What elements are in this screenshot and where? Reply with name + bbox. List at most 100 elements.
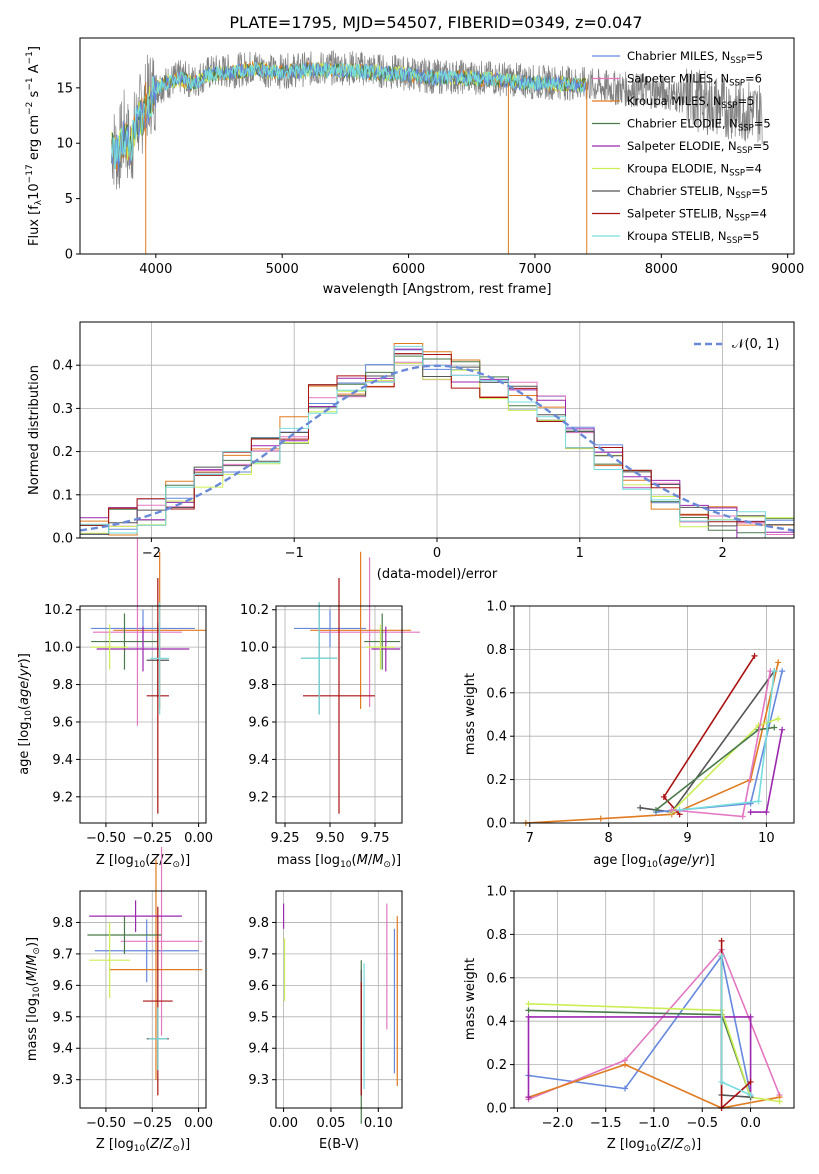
massweight-marker xyxy=(718,937,725,944)
x-tick-label: −0.50 xyxy=(86,831,126,846)
massweight-marker xyxy=(775,715,782,722)
y-tick-label: 9.6 xyxy=(248,715,269,730)
massweight-line xyxy=(528,1009,752,1098)
age-vs-Z-frame xyxy=(79,605,207,824)
x-tick-label: −0.25 xyxy=(132,831,172,846)
massweight-marker xyxy=(676,806,683,813)
x-tick-label: 2 xyxy=(718,546,726,561)
massweight-marker xyxy=(779,726,786,733)
mass-vs-Z-xlabel: Z [log10(Z/Z⊙)] xyxy=(96,1137,190,1154)
x-tick-label: 1 xyxy=(576,546,584,561)
y-tick-label: 0.6 xyxy=(486,971,507,986)
y-tick-label: 9.5 xyxy=(248,1010,269,1025)
massweight-marker xyxy=(718,1078,725,1085)
mass-vs-Z-frame xyxy=(79,890,207,1109)
spectrum-legend: Chabrier MILES, NSSP=5 Salpeter MILES, NS… xyxy=(592,49,771,246)
spectrum-series-group xyxy=(111,50,763,254)
age-vs-Z-xlabel: Z [log10(Z/Z⊙)] xyxy=(96,853,190,870)
y-tick-label: 0.8 xyxy=(486,643,507,658)
x-tick-label: −2 xyxy=(142,546,161,561)
massweight-marker xyxy=(775,659,782,666)
y-tick-label: 5 xyxy=(65,192,73,207)
x-tick-label: 8 xyxy=(605,831,613,846)
massweight-marker xyxy=(525,1094,532,1101)
y-tick-label: 0.4 xyxy=(486,1015,507,1030)
x-tick-label: 4000 xyxy=(139,262,172,277)
legend-label: Kroupa ELODIE, NSSP=4 xyxy=(627,162,762,179)
spectrum-model-line xyxy=(111,61,586,170)
y-tick-label: 9.2 xyxy=(52,790,73,805)
massweight-line xyxy=(662,655,756,815)
y-tick-label: 10.0 xyxy=(240,641,269,656)
x-tick-label: 7 xyxy=(526,831,534,846)
x-tick-label: −0.5 xyxy=(686,1116,718,1131)
massweight-marker xyxy=(771,668,778,675)
legend-label: Chabrier STELIB, NSSP=5 xyxy=(627,184,768,201)
x-tick-label: 9000 xyxy=(771,262,804,277)
y-tick-label: 9.3 xyxy=(52,1073,73,1088)
histogram-step xyxy=(80,345,794,538)
x-tick-label: 6000 xyxy=(392,262,425,277)
x-tick-label: 10 xyxy=(758,831,775,846)
y-tick-label: 10.0 xyxy=(44,641,73,656)
y-tick-label: 0 xyxy=(65,248,73,263)
y-tick-label: 9.8 xyxy=(52,678,73,693)
spectrum-ylabel: Flux [fλ10−17 erg cm−2 s−1 A−1] xyxy=(25,46,44,246)
x-tick-label: 9.50 xyxy=(316,831,345,846)
y-tick-label: 9.4 xyxy=(52,753,73,768)
y-tick-label: 0.2 xyxy=(52,445,73,460)
massweight-vs-age-ylabel: mass weight xyxy=(463,673,478,755)
y-tick-label: 10.2 xyxy=(44,603,73,618)
mass-vs-Z-panel: −0.50 −0.25 0.00 9.3 9.4 9.5 9.6 9.7 9.8 Z [log1… xyxy=(25,846,213,1154)
massweight-marker xyxy=(763,809,770,816)
y-tick-label: 9.8 xyxy=(52,916,73,931)
legend-label: Kroupa STELIB, NSSP=5 xyxy=(627,229,759,246)
x-tick-label: −0.25 xyxy=(132,1116,172,1131)
massweight-marker xyxy=(755,798,762,805)
massweight-marker xyxy=(525,1000,532,1007)
massweight-marker xyxy=(747,809,754,816)
massweight-marker xyxy=(597,815,604,822)
massweight-marker xyxy=(622,1085,629,1092)
legend-label: Salpeter STELIB, NSSP=4 xyxy=(627,207,767,224)
massweight-vs-Z-panel: −2.0 −1.5 −1.0 −0.5 0.0 0.0 0.2 0.4 0.6 0.8 1.0 Z … xyxy=(463,885,795,1154)
massweight-marker xyxy=(622,1061,629,1068)
x-tick-label: 7000 xyxy=(518,262,551,277)
residuals-panel: −2 −1 0 1 2 0.0 0.1 0.2 0.3 0.4 (data-model)/erro… xyxy=(27,321,795,582)
legend-label: Chabrier MILES, NSSP=5 xyxy=(627,49,763,66)
massweight-marker xyxy=(771,724,778,731)
massweight-vs-Z-xlabel: Z [log10(Z/Z⊙)] xyxy=(607,1137,701,1154)
legend-label: Kroupa MILES, NSSP=5 xyxy=(627,94,754,111)
massweight-marker xyxy=(525,1007,532,1014)
y-tick-label: 0.2 xyxy=(486,773,507,788)
y-tick-label: 0.2 xyxy=(486,1058,507,1073)
y-tick-label: 0.0 xyxy=(486,817,507,832)
age-vs-mass-panel: 9.25 9.50 9.75 9.2 9.4 9.6 9.8 10.0 10.2 mass [l… xyxy=(240,551,420,870)
x-tick-label: −1.5 xyxy=(590,1116,622,1131)
massweight-marker xyxy=(668,806,675,813)
residuals-series-group xyxy=(80,343,794,538)
x-tick-label: 0.05 xyxy=(316,1116,345,1131)
massweight-line xyxy=(528,954,752,1096)
spectrum-frame xyxy=(79,37,795,255)
mass-vs-Z-ylabel: mass [log10(M/M⊙)] xyxy=(25,937,42,1061)
massweight-marker xyxy=(637,804,644,811)
x-tick-label: 5000 xyxy=(266,262,299,277)
y-tick-label: 9.4 xyxy=(52,1042,73,1057)
massweight-marker xyxy=(779,668,786,675)
y-tick-label: 0.4 xyxy=(52,359,73,374)
y-tick-label: 0.3 xyxy=(52,402,73,417)
mass-vs-EBV-frame xyxy=(275,890,403,1109)
y-tick-label: 1.0 xyxy=(486,885,507,900)
y-tick-label: 9.6 xyxy=(52,715,73,730)
y-tick-label: 15 xyxy=(56,81,73,96)
y-tick-label: 10.2 xyxy=(240,603,269,618)
age-vs-Z-panel: −0.50 −0.25 0.00 9.2 9.4 9.6 9.8 10.0 10.2 Z [lo… xyxy=(17,538,213,870)
massweight-vs-age-frame xyxy=(513,605,795,824)
mass-vs-EBV-panel: 0.00 0.05 0.10 9.3 9.4 9.5 9.6 9.7 9.8 E(B-V) xyxy=(248,890,403,1152)
age-vs-mass-xlabel: mass [log10(M/M⊙)] xyxy=(277,853,401,870)
x-tick-label: 9.75 xyxy=(361,831,390,846)
massweight-line xyxy=(527,1016,752,1098)
legend-label: Salpeter MILES, NSSP=6 xyxy=(627,72,762,89)
y-tick-label: 9.4 xyxy=(248,753,269,768)
